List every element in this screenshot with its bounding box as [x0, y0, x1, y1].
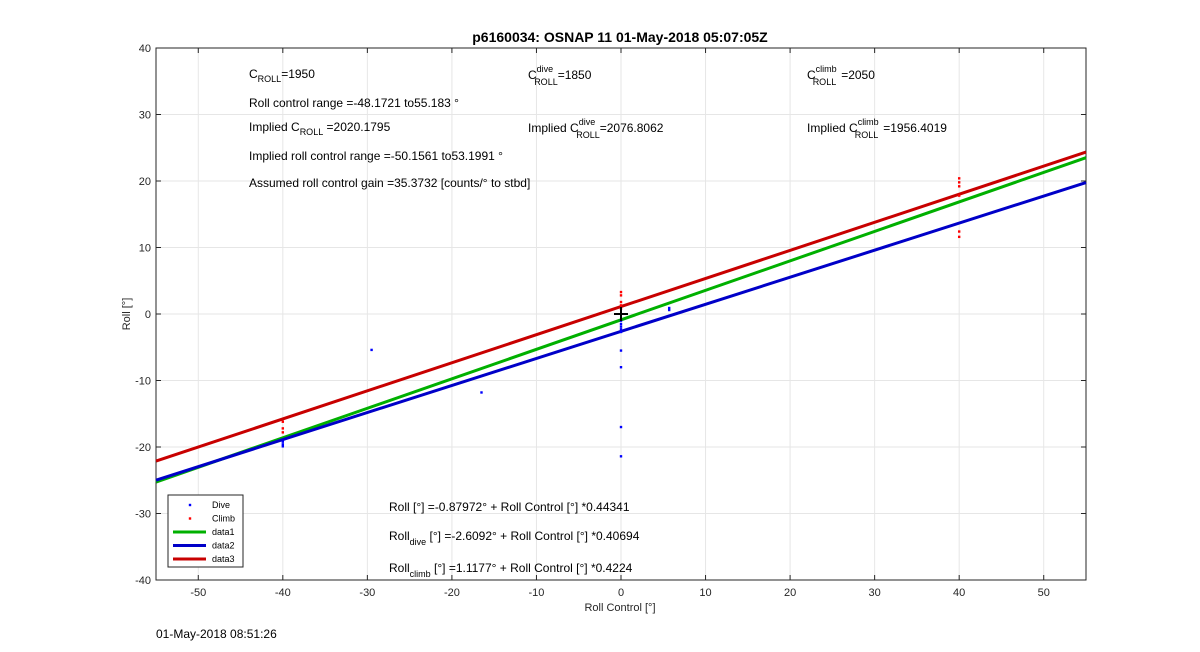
legend-label-dive: Dive: [212, 500, 230, 510]
point-climb: [957, 194, 961, 197]
legend: Dive Climb data1 data2 data3: [167, 494, 244, 568]
chart-title: p6160034: OSNAP 11 01-May-2018 05:07:05Z: [472, 29, 768, 45]
point-climb: [619, 300, 623, 304]
implied-roll-control-range: Implied roll control range =-50.1561 to5…: [249, 149, 503, 163]
y-tick-label: 30: [139, 110, 151, 122]
equation-overall: Roll [°] =-0.87972° + Roll Control [°] *…: [389, 500, 630, 514]
legend-label-data2: data2: [212, 541, 235, 551]
point-dive: [370, 348, 373, 352]
y-tick-label: -20: [135, 442, 151, 454]
point-dive: [619, 455, 623, 458]
point-climb: [619, 294, 623, 297]
legend-label-data3: data3: [212, 554, 235, 564]
point-climb: [281, 427, 285, 430]
origin-marker: [614, 307, 628, 321]
legend-label-data1: data1: [212, 527, 235, 537]
c-roll-dive-label: Cdive ROLL=1850: [528, 64, 592, 87]
print-timestamp: 01-May-2018 08:51:26: [156, 627, 277, 641]
axis-ticks: -50 -40 -30 -20 -10 0 10 20 30 40 50 -40 -30 -20 -10 0 1…: [135, 43, 1086, 599]
y-axis-label: Roll [°]: [121, 298, 133, 331]
point-dive: [667, 308, 671, 312]
point-dive: [619, 425, 623, 429]
x-tick-label: 0: [618, 587, 624, 599]
y-tick-label: -40: [135, 575, 151, 587]
point-dive: [281, 440, 285, 443]
x-tick-label: 30: [869, 587, 881, 599]
implied-c-roll: Implied CROLL =2020.1795: [249, 120, 391, 137]
c-roll-climb-label: Cclimb ROLL =2050: [807, 64, 875, 87]
series-line-data3: [155, 150, 1087, 463]
assumed-gain: Assumed roll control gain =35.3732 [coun…: [249, 176, 530, 190]
implied-c-roll-climb: Implied Cclimb ROLL =1956.4019: [807, 117, 947, 140]
x-tick-label: -40: [275, 587, 291, 599]
x-tick-label: -30: [359, 587, 375, 599]
annotations: CROLL=1950 Cdive ROLL=1850 Cclimb ROLL =205…: [249, 64, 947, 579]
x-tick-label: 40: [953, 587, 965, 599]
x-tick-label: 10: [699, 587, 711, 599]
y-tick-label: -30: [135, 509, 151, 521]
x-tick-label: 50: [1038, 587, 1050, 599]
y-tick-label: 40: [139, 43, 151, 55]
point-dive: [619, 349, 623, 352]
c-roll-label: CROLL=1950: [249, 67, 315, 84]
x-axis-label: Roll Control [°]: [584, 602, 655, 614]
point-dive: [619, 328, 623, 331]
point-dive: [281, 445, 285, 448]
legend-swatch-climb: [188, 517, 192, 520]
point-climb: [957, 177, 961, 180]
point-climb: [957, 181, 961, 184]
point-climb: [281, 431, 285, 434]
point-climb: [281, 420, 285, 423]
y-tick-label: 10: [139, 243, 151, 255]
x-tick-label: -20: [444, 587, 460, 599]
point-climb: [957, 230, 961, 233]
point-dive: [281, 443, 285, 446]
point-dive: [619, 366, 623, 369]
legend-label-climb: Climb: [212, 514, 235, 524]
x-tick-label: -50: [190, 587, 206, 599]
point-climb: [619, 304, 623, 307]
implied-c-roll-dive: Implied Cdive ROLL=2076.8062: [528, 117, 664, 140]
point-dive: [480, 391, 483, 394]
equation-dive: Rolldive [°] =-2.6092° + Roll Control [°…: [389, 529, 640, 547]
y-tick-label: -10: [135, 376, 151, 388]
y-tick-label: 0: [145, 309, 151, 321]
roll-control-range: Roll control range =-48.1721 to55.183 °: [249, 96, 459, 110]
legend-swatch-dive: [188, 503, 192, 507]
point-climb: [957, 235, 961, 239]
point-climb: [619, 290, 623, 294]
point-dive: [619, 322, 623, 326]
equation-climb: Rollclimb [°] =1.1177° + Roll Control [°…: [389, 561, 633, 579]
point-dive: [619, 325, 623, 328]
x-tick-label: 20: [784, 587, 796, 599]
x-tick-label: -10: [529, 587, 545, 599]
point-dive: [619, 330, 623, 334]
y-tick-label: 20: [139, 176, 151, 188]
point-dive: [667, 306, 671, 310]
point-climb: [957, 185, 961, 188]
